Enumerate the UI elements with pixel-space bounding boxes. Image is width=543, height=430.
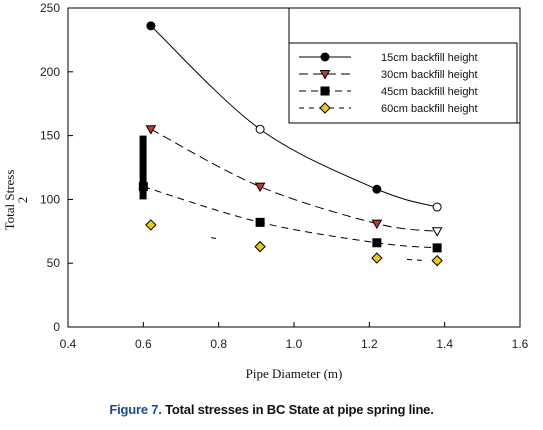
black-bar <box>139 135 147 200</box>
series-2-point-0 <box>138 182 148 192</box>
series-0-point-3 <box>432 202 442 212</box>
y-axis-label-superscript: 2 <box>15 197 30 204</box>
legend-marker-0 <box>320 52 330 62</box>
series-3-point-1 <box>254 240 266 253</box>
series-1-point-1 <box>254 182 266 193</box>
x-tick-label-3: 1.0 <box>286 337 303 351</box>
series-1-point-2 <box>371 219 383 230</box>
x-tick-label-1: 0.6 <box>135 337 152 351</box>
figure-caption: Figure 7. Total stresses in BC State at … <box>0 402 543 417</box>
plot-area: 0.4 0.6 0.8 1.0 1.2 1.4 1.6 0 50 100 150 200 250 Pipe… <box>2 1 529 381</box>
series-1-point-3 <box>431 227 443 237</box>
y-tick-label-5: 250 <box>40 1 60 15</box>
figure-number: Figure 7. <box>109 402 162 417</box>
series-3-point-3 <box>431 254 443 267</box>
x-axis-label: Pipe Diameter (m) <box>246 366 343 381</box>
y-tick-label-1: 50 <box>47 256 61 270</box>
legend-label-2: 45cm backfill height <box>381 86 478 98</box>
series-0-point-1 <box>255 124 265 134</box>
legend-label-3: 60cm backfill height <box>381 103 478 115</box>
x-tick-label-0: 0.4 <box>60 337 77 351</box>
legend-marker-1 <box>319 70 331 80</box>
series-3-point-2 <box>371 252 383 264</box>
y-tick-label-4: 200 <box>40 65 60 79</box>
series-2-point-1 <box>255 217 265 227</box>
series-1-point-0 <box>145 125 157 135</box>
legend-marker-2 <box>320 86 330 96</box>
series-line-0 <box>150 25 438 208</box>
legend-label-0: 15cm backfill height <box>381 52 478 64</box>
legend-label-1: 30cm backfill height <box>381 69 478 81</box>
series-line-1 <box>150 128 438 232</box>
series-line-3 <box>211 237 219 240</box>
y-axis-label: Total Stress <box>2 170 17 231</box>
x-tick-label-5: 1.4 <box>436 337 453 351</box>
y-tick-label-2: 100 <box>40 192 60 206</box>
y-tick-label-3: 150 <box>40 129 60 143</box>
x-tick-label-4: 1.2 <box>361 337 378 351</box>
series-2-point-2 <box>372 238 382 248</box>
y-tick-label-0: 0 <box>53 320 60 334</box>
series-0-point-0 <box>146 21 156 31</box>
x-tick-label-2: 0.8 <box>210 337 227 351</box>
series-group <box>138 21 443 267</box>
series-3-point-0 <box>145 219 157 231</box>
caption-text: Total stresses in BC State at pipe sprin… <box>161 402 434 417</box>
series-line-3-b <box>406 258 426 262</box>
legend-marker-3 <box>319 102 331 114</box>
series-2-point-3 <box>432 243 442 253</box>
legend: 15cm backfill height 30cm backfill height… <box>288 7 521 124</box>
series-line-2 <box>143 186 438 249</box>
series-0-point-2 <box>372 184 382 194</box>
x-tick-label-6: 1.6 <box>512 337 529 351</box>
